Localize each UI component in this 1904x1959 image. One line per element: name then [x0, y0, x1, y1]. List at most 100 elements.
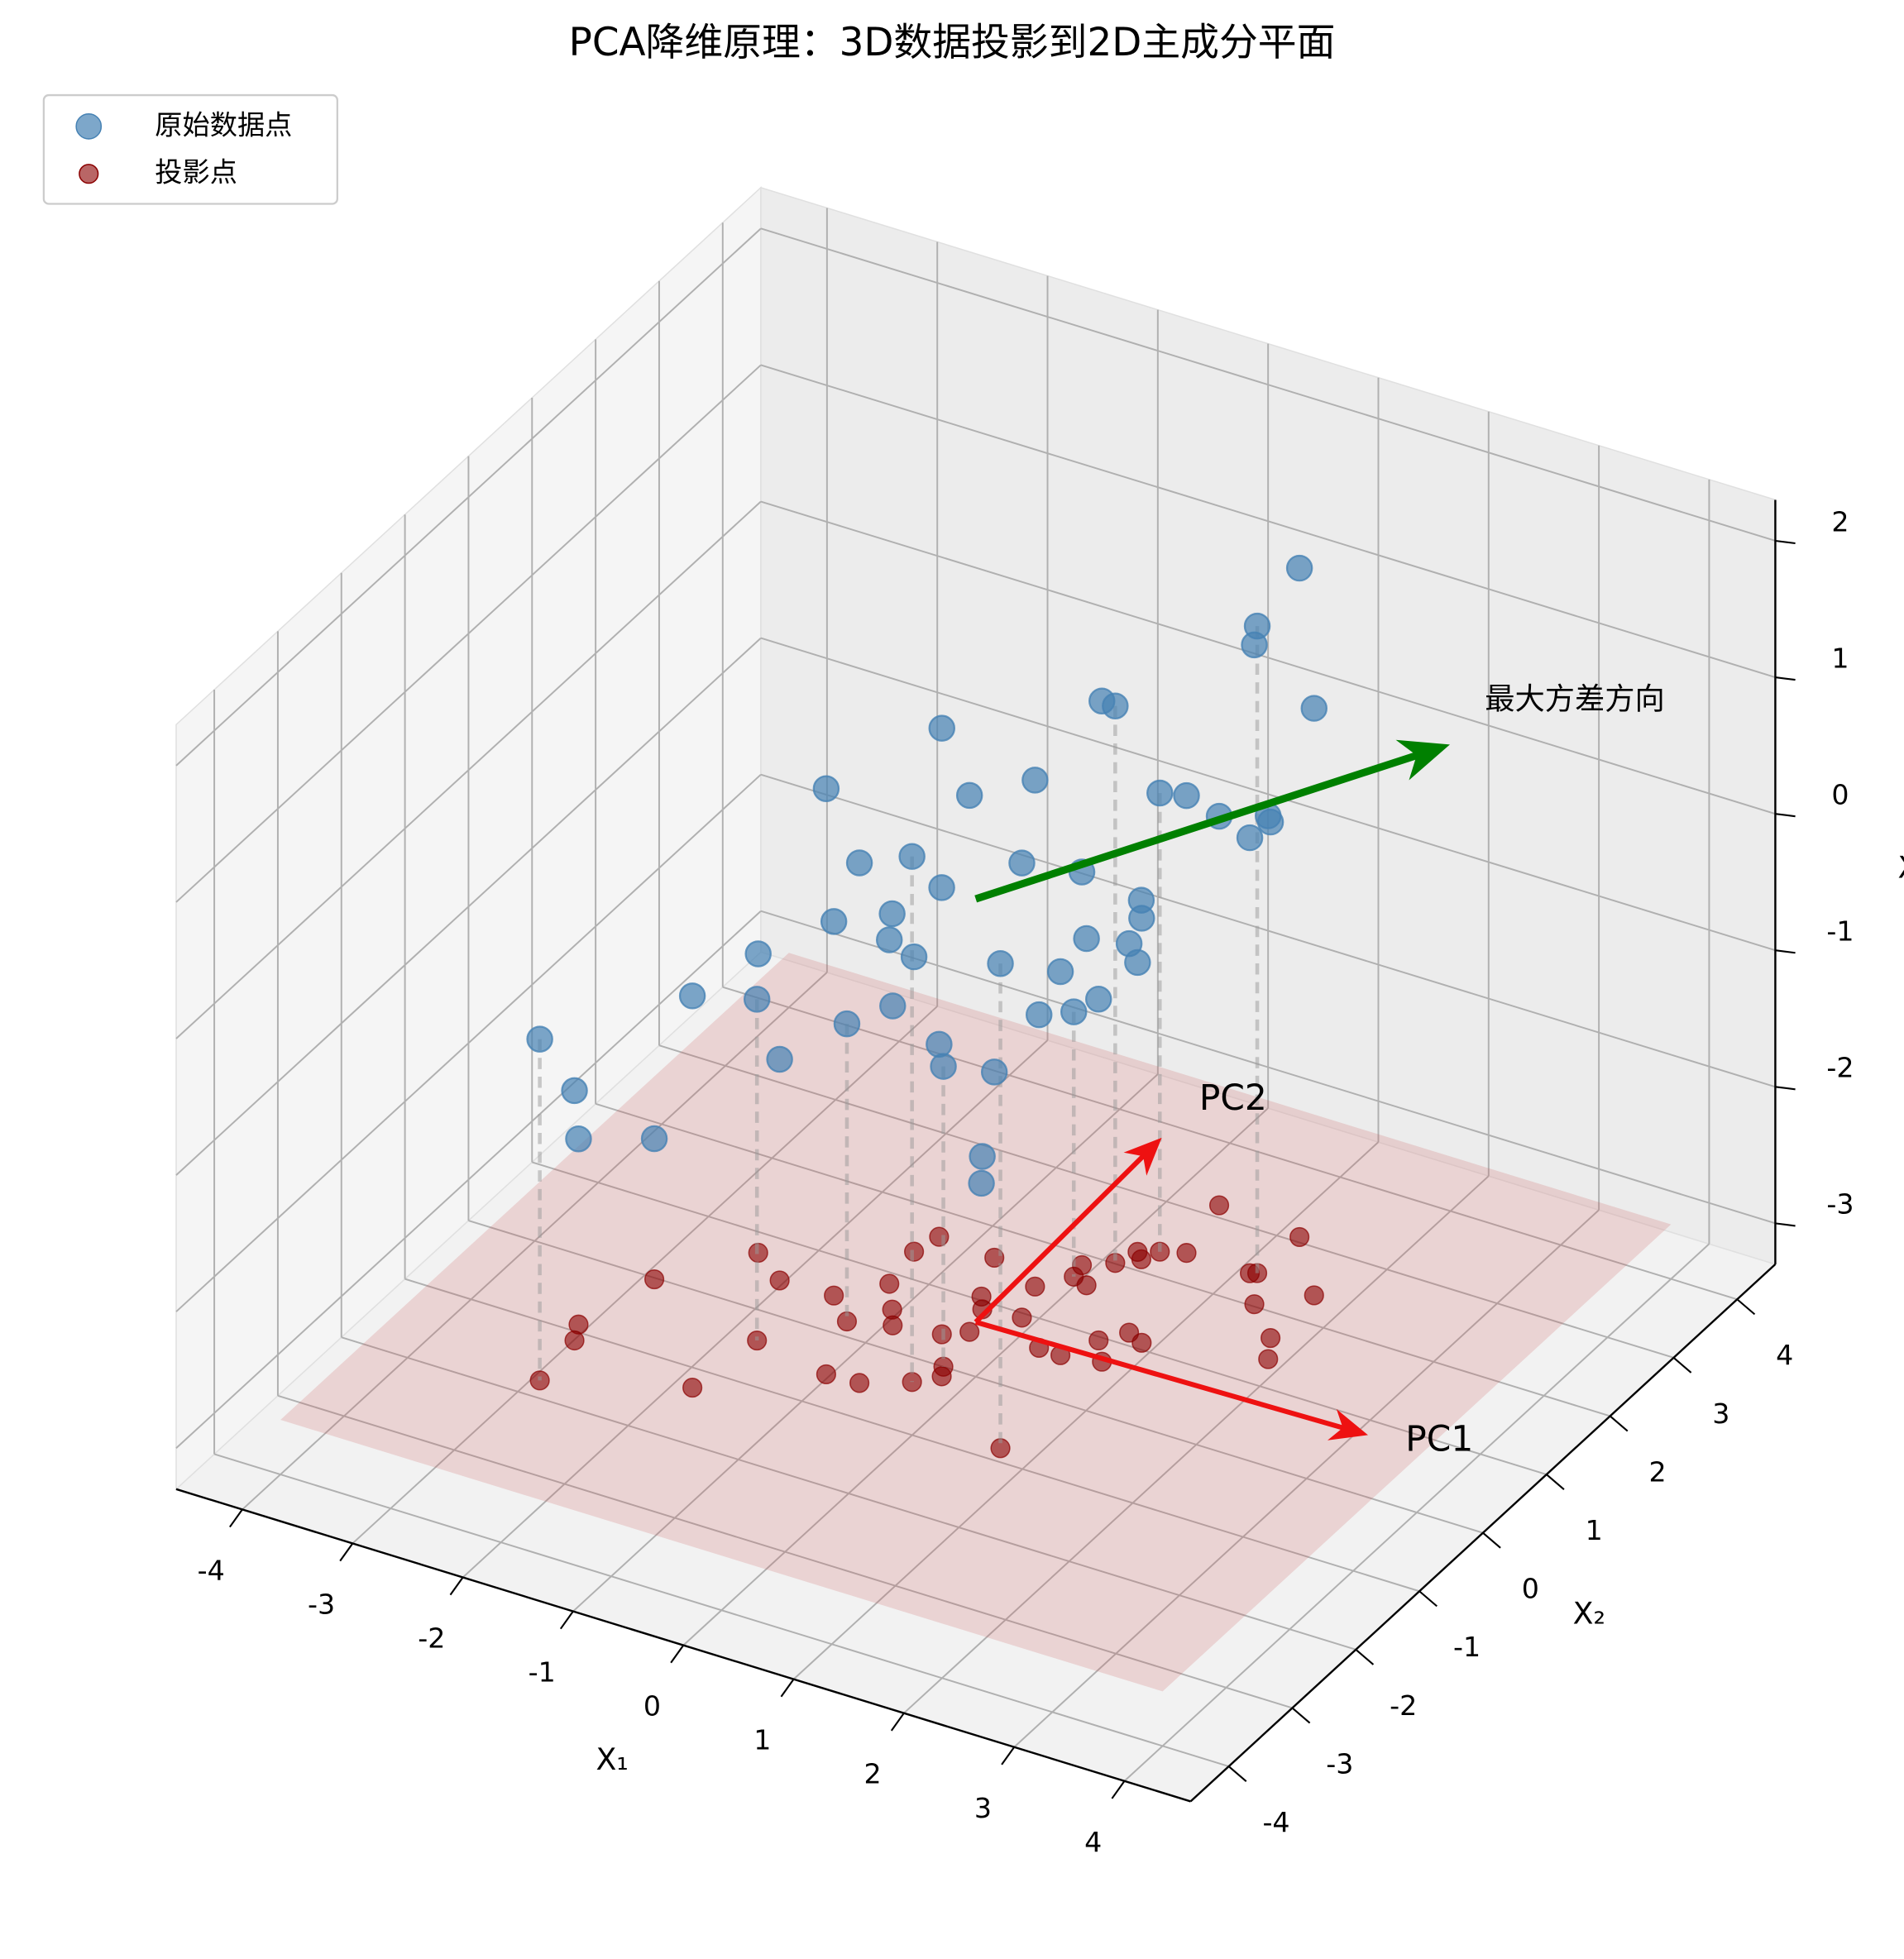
grid-line: [760, 500, 1776, 815]
x-tick-label: -1: [529, 1656, 556, 1689]
original-point: [898, 843, 926, 870]
legend-box: [42, 93, 338, 205]
chart-title: PCA降维原理：3D数据投影到2D主成分平面: [569, 21, 1336, 65]
tick-mark: [229, 1508, 243, 1528]
arrow-head: [1123, 1137, 1162, 1176]
z-axis-label: X₃: [1897, 850, 1904, 886]
tick-mark: [1736, 1298, 1756, 1316]
tick-mark: [1775, 1086, 1796, 1091]
original-point: [1173, 781, 1200, 810]
x-tick-label: -3: [308, 1588, 335, 1620]
tick-mark: [1355, 1649, 1375, 1665]
x-tick-label: 3: [974, 1792, 992, 1824]
y-tick-label: 0: [1522, 1573, 1539, 1605]
original-point: [640, 1125, 668, 1153]
tick-mark: [1672, 1357, 1692, 1374]
grid-line: [760, 637, 1776, 952]
grid-line: [277, 1394, 1293, 1709]
projected-point: [1131, 1332, 1152, 1353]
y-tick-label: 3: [1712, 1398, 1729, 1430]
original-point: [930, 1053, 957, 1080]
z-tick-label: -3: [1826, 1188, 1854, 1221]
x-tick-label: 4: [1084, 1826, 1102, 1858]
tick-mark: [339, 1542, 354, 1562]
tick-mark: [1291, 1707, 1311, 1724]
y-tick-label: 2: [1648, 1455, 1666, 1488]
y-axis-label: X₂: [1573, 1595, 1605, 1631]
y-tick-label: -4: [1262, 1806, 1289, 1838]
original-point: [1102, 692, 1129, 719]
original-point: [743, 986, 771, 1013]
x-tick-label: 2: [864, 1758, 882, 1790]
projected-point: [1258, 1349, 1279, 1369]
grid-line: [341, 1336, 1356, 1651]
projected-point: [959, 1321, 980, 1342]
original-point: [969, 1143, 996, 1170]
tick-mark: [1775, 949, 1796, 954]
y-tick-label: 1: [1586, 1514, 1603, 1546]
original-point: [678, 982, 706, 1010]
tick-mark: [1001, 1746, 1016, 1765]
grid-line: [175, 227, 762, 767]
z-tick-label: 0: [1831, 778, 1849, 810]
projected-point: [1088, 1330, 1109, 1351]
grid-line: [722, 986, 1738, 1301]
arrow-label: PC2: [1199, 1077, 1267, 1118]
z-tick-label: 1: [1831, 642, 1849, 674]
arrow-shaft: [974, 1319, 1355, 1434]
grid-line: [658, 1044, 1674, 1359]
original-point: [1300, 695, 1328, 722]
projected-point: [1025, 1276, 1045, 1297]
original-point: [561, 1077, 588, 1105]
y-tick-label: -3: [1326, 1747, 1353, 1780]
legend-marker: [79, 164, 99, 184]
projected-point: [879, 1273, 900, 1294]
tick-mark: [1111, 1780, 1126, 1799]
original-point: [878, 900, 906, 928]
grid-line: [175, 637, 762, 1176]
grid-line: [760, 227, 1776, 542]
original-point: [1008, 849, 1036, 877]
original-point: [1124, 948, 1151, 977]
y-tick-label: 4: [1776, 1339, 1793, 1371]
tick-mark: [1227, 1765, 1247, 1782]
original-point: [1146, 779, 1174, 807]
original-point: [968, 1169, 995, 1197]
grid-line: [213, 1453, 1229, 1767]
grid-line: [175, 364, 762, 903]
projected-point: [568, 1314, 589, 1335]
projected-point: [1012, 1307, 1032, 1328]
original-point: [980, 1058, 1008, 1086]
projected-point: [1076, 1275, 1097, 1296]
projected-point: [682, 1377, 703, 1398]
legend-label: 投影点: [155, 156, 237, 189]
original-point: [955, 781, 983, 810]
original-point: [820, 908, 848, 935]
tick-mark: [1775, 539, 1796, 545]
original-point: [1236, 824, 1264, 852]
tick-mark: [1775, 1222, 1796, 1227]
original-point: [876, 926, 903, 953]
z-tick-label: -2: [1826, 1052, 1854, 1084]
z-tick-label: 2: [1831, 505, 1849, 538]
tick-mark: [559, 1610, 574, 1630]
grid-line: [760, 773, 1776, 1088]
y-tick-label: -1: [1453, 1631, 1481, 1663]
grid-line: [175, 500, 762, 1039]
grid-line: [760, 364, 1776, 679]
original-point: [812, 775, 840, 802]
projected-point: [1244, 1294, 1265, 1315]
original-point: [1084, 986, 1112, 1013]
x-tick-label: 1: [753, 1724, 771, 1756]
tick-mark: [1546, 1474, 1565, 1490]
tick-mark: [890, 1713, 905, 1732]
original-point: [1073, 925, 1100, 953]
projected-point: [1289, 1226, 1310, 1248]
grid-line: [468, 1220, 1484, 1534]
x-tick-label: -2: [418, 1622, 445, 1655]
grid-line: [760, 910, 1776, 1225]
tick-mark: [670, 1644, 685, 1664]
projected-point: [849, 1373, 870, 1393]
grid-line: [175, 910, 762, 1449]
